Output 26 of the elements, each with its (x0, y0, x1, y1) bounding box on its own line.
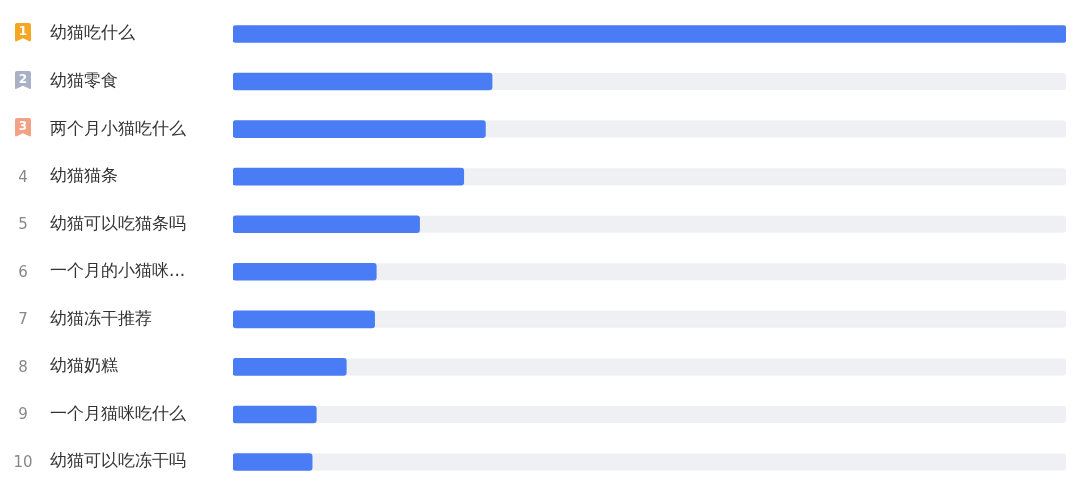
bar (233, 262, 377, 281)
bar (233, 310, 375, 329)
bar (233, 405, 317, 424)
y-tick-label: 幼猫可以吃猫条吗 (50, 212, 186, 233)
text: 4 (17, 166, 29, 187)
y-tick-label: 幼猫冻干推荐 (50, 307, 152, 328)
y-tick-label: 幼猫可以吃冻干吗 (50, 450, 186, 471)
text: 10 (13, 452, 33, 473)
y-tick-label: 一个月的小猫咪... (50, 260, 186, 281)
text: 8 (17, 356, 29, 377)
text: 9 (17, 404, 29, 425)
y-tick-label: 幼猫奶糕 (50, 355, 118, 376)
y-tick-label: 幼猫零食 (50, 69, 118, 90)
ribbon-badge-icon: 1 (15, 22, 31, 42)
ribbon-badge-icon: 3 (15, 118, 31, 138)
text: 6 (17, 261, 29, 282)
y-tick-label: 幼猫吃什么 (50, 22, 135, 43)
y-tick-label: 一个月猫咪吃什么 (50, 402, 186, 423)
text: 7 (17, 309, 29, 330)
ribbon-badge-icon: 2 (15, 70, 31, 90)
y-tick-label: 两个月小猫吃什么 (50, 117, 186, 138)
bar (233, 453, 313, 471)
bar (233, 215, 420, 234)
y-tick-label: 幼猫猫条 (50, 165, 118, 186)
text: 5 (17, 214, 29, 235)
bar (233, 358, 347, 376)
